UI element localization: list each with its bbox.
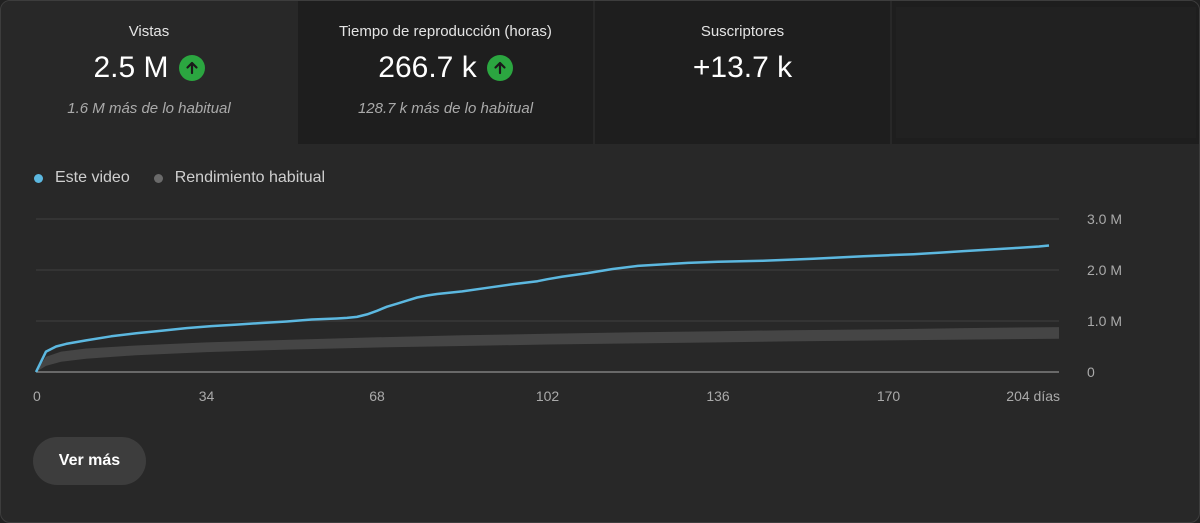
x-tick-label: 68 — [369, 388, 385, 404]
tab-views-label: Vistas — [128, 23, 170, 40]
legend-item-typical: Rendimiento habitual — [153, 169, 326, 187]
tab-watch-time-value-row: 266.7 k — [298, 51, 593, 85]
y-tick-label: 0 — [1087, 364, 1095, 380]
see-more-button[interactable]: Ver más — [33, 437, 146, 485]
views-chart: 0 1.0 M 2.0 M 3.0 M 0 34 68 102 136 170 204 días — [33, 211, 1122, 404]
tab-subscribers-value-row: +13.7 k — [595, 51, 890, 85]
legend-dot-this-video — [34, 173, 43, 183]
tab-watch-time-label: Tiempo de reproducción (horas) — [339, 23, 552, 40]
tab-watch-time-value: 266.7 k — [378, 51, 477, 84]
metric-tabs: Vistas 2.5 M 1.6 M más de lo habitual Ti… — [1, 1, 1199, 144]
tab-views-sub: 1.6 M más de lo habitual — [67, 100, 231, 117]
y-tick-label: 3.0 M — [1087, 211, 1122, 227]
y-tick-label: 2.0 M — [1087, 262, 1122, 278]
tab-watch-time-sub: 128.7 k más de lo habitual — [357, 100, 534, 117]
x-tick-label: 34 — [199, 388, 215, 404]
tab-views[interactable]: Vistas 2.5 M 1.6 M más de lo habitual — [1, 1, 297, 144]
typical-performance-band — [36, 327, 1059, 372]
tab-subscribers[interactable]: Suscriptores +13.7 k — [595, 1, 890, 144]
tab-subscribers-value: +13.7 k — [692, 51, 793, 84]
chart-legend: Este video Rendimiento habitual — [34, 169, 325, 187]
legend-label-this-video: Este video — [55, 169, 130, 186]
tab-subscribers-label: Suscriptores — [700, 23, 785, 40]
y-tick-label: 1.0 M — [1087, 313, 1122, 329]
tab-placeholder-panel — [896, 7, 1196, 138]
tab-views-value: 2.5 M — [93, 51, 169, 84]
x-tick-label: 0 — [33, 388, 41, 404]
legend-dot-typical — [153, 173, 163, 183]
this-video-line — [34, 244, 1050, 373]
tab-watch-time[interactable]: Tiempo de reproducción (horas) 266.7 k 1… — [298, 1, 593, 144]
x-tick-label: 102 — [536, 388, 560, 404]
x-tick-label: 170 — [877, 388, 901, 404]
x-tick-label: 136 — [706, 388, 730, 404]
tab-placeholder — [892, 1, 1199, 144]
x-tick-label: 204 días — [1006, 388, 1060, 404]
tab-views-value-row: 2.5 M — [1, 51, 297, 85]
arrow-up-icon — [178, 55, 205, 81]
legend-label-typical: Rendimiento habitual — [174, 169, 326, 186]
legend-item-this-video: Este video — [34, 169, 130, 187]
arrow-up-icon — [486, 55, 513, 81]
